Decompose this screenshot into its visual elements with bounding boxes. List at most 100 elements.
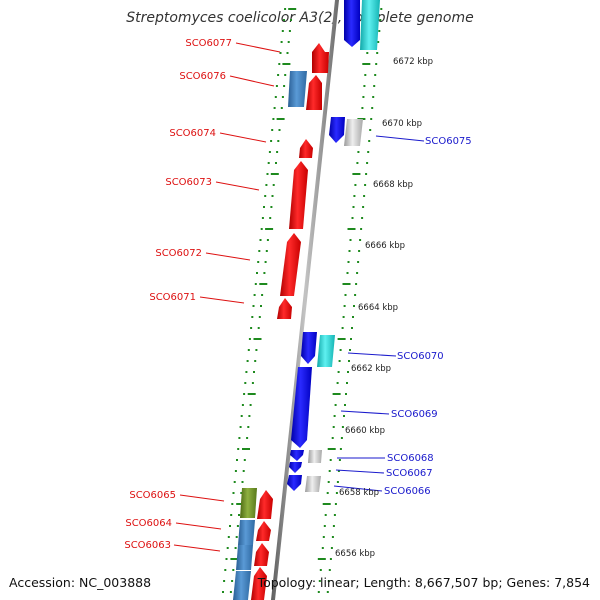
gene-sco6068[interactable] xyxy=(308,450,322,463)
tick-mark xyxy=(247,349,250,351)
label-sco6074[interactable]: SCO6074 xyxy=(169,128,216,139)
tick-mark xyxy=(263,206,265,208)
gene-red-d[interactable] xyxy=(254,543,269,566)
outer-left-tick-guide xyxy=(222,8,287,593)
label-sco6073[interactable]: SCO6073 xyxy=(165,177,212,188)
tick-mark xyxy=(240,492,243,494)
label-sco6066[interactable]: SCO6066 xyxy=(384,486,431,497)
tick-mark xyxy=(345,393,347,395)
outer-right-tick-guide xyxy=(326,8,383,593)
tick-mark xyxy=(231,580,234,582)
label-sco6065[interactable]: SCO6065 xyxy=(129,490,176,501)
tick-mark xyxy=(281,30,284,32)
tick-mark xyxy=(360,228,363,230)
tick-mark xyxy=(373,85,376,87)
label-sco6069[interactable]: SCO6069 xyxy=(391,409,438,420)
label-sco6071[interactable]: SCO6071 xyxy=(149,292,196,303)
gene-sco6075[interactable] xyxy=(344,119,363,146)
tick-mark xyxy=(244,382,247,384)
tick-mark xyxy=(371,107,374,109)
right-gene-labels: SCO6075 SCO6070 SCO6069 SCO6068 SCO6067 … xyxy=(384,136,472,497)
gene-features xyxy=(233,0,380,600)
tick-mark xyxy=(241,481,244,483)
gene-sco6067[interactable] xyxy=(289,462,302,473)
tick-mark xyxy=(234,547,237,549)
gene-sco6063[interactable] xyxy=(236,545,253,570)
label-sco6077[interactable]: SCO6077 xyxy=(185,38,232,49)
tick-mark xyxy=(372,96,375,98)
tick-mark xyxy=(353,195,356,197)
tick-mark xyxy=(275,162,277,164)
tick-mark xyxy=(229,591,232,593)
tick-mark xyxy=(265,184,268,186)
gene-red-bottom[interactable] xyxy=(251,567,267,600)
genome-backbone xyxy=(271,0,339,600)
gene-red-c[interactable] xyxy=(256,521,271,541)
tick-mark xyxy=(284,74,287,76)
tick-mark xyxy=(352,316,354,318)
tick-mark xyxy=(251,316,254,318)
gene-sco6073[interactable] xyxy=(289,161,308,229)
tick-mark xyxy=(245,371,248,373)
gene-blue[interactable] xyxy=(344,0,360,47)
label-sco6068[interactable]: SCO6068 xyxy=(387,453,434,464)
tick-mark xyxy=(362,96,365,98)
tick-mark xyxy=(248,415,251,417)
gene-sco6066[interactable] xyxy=(305,476,321,492)
label-sco6076[interactable]: SCO6076 xyxy=(179,71,226,82)
gene-sco6064[interactable] xyxy=(238,520,255,545)
gene-red-b[interactable] xyxy=(257,490,273,519)
gene-sco6069[interactable] xyxy=(291,367,312,448)
gene-sco6070-blue[interactable] xyxy=(301,332,317,364)
tick-mark xyxy=(329,558,332,560)
gene-sco6075-blue[interactable] xyxy=(329,117,345,143)
tick-mark xyxy=(265,250,268,252)
tick-mark xyxy=(364,74,367,76)
tick-mark xyxy=(260,305,262,307)
tick-mark xyxy=(322,536,325,538)
gene-sco6076[interactable] xyxy=(288,71,307,107)
tick-mark xyxy=(379,19,382,21)
tick-mark xyxy=(267,162,270,164)
tick-mark xyxy=(278,63,281,65)
tick-mark xyxy=(355,283,358,285)
tick-mark xyxy=(328,569,331,571)
tick-mark xyxy=(261,294,264,296)
tick-mark xyxy=(356,162,359,164)
scale-label-6662: 6662 kbp xyxy=(351,364,391,374)
label-sco6072[interactable]: SCO6072 xyxy=(155,248,202,259)
tick-mark xyxy=(286,52,289,54)
topology-text: Topology: linear; Length: 8,667,507 bp; … xyxy=(257,575,590,590)
inner-left-tick-guide xyxy=(229,8,297,593)
gene-sco6071[interactable] xyxy=(277,298,292,319)
tick-mark xyxy=(280,107,283,109)
gene-sco6070[interactable] xyxy=(317,335,335,367)
label-sco6063[interactable]: SCO6063 xyxy=(124,540,171,551)
gene-red-a[interactable] xyxy=(306,75,322,110)
label-sco6075[interactable]: SCO6075 xyxy=(425,136,472,147)
gene-sco6072[interactable] xyxy=(280,233,301,296)
label-sco6070[interactable]: SCO6070 xyxy=(397,351,444,362)
gene-steel-bottom[interactable] xyxy=(233,571,251,600)
tick-mark xyxy=(332,525,335,527)
label-sco6064[interactable]: SCO6064 xyxy=(125,518,172,529)
gene-sco6065[interactable] xyxy=(240,488,257,518)
tick-mark xyxy=(347,228,356,230)
gene-sco6068-blue[interactable] xyxy=(290,450,304,461)
tick-mark xyxy=(237,448,240,450)
tick-mark xyxy=(254,360,257,362)
left-gene-labels: SCO6077 SCO6076 SCO6074 SCO6073 SCO6072 … xyxy=(124,38,232,551)
tick-mark xyxy=(281,96,284,98)
tick-mark xyxy=(359,239,362,241)
gene-sco6066-blue[interactable] xyxy=(287,475,302,491)
gene-sco6077[interactable] xyxy=(312,43,329,73)
gene-cyan[interactable] xyxy=(360,0,380,50)
tick-mark xyxy=(287,41,290,43)
gene-sco6074[interactable] xyxy=(299,139,313,158)
tick-mark xyxy=(243,393,246,395)
tick-mark xyxy=(363,85,366,87)
label-sco6067[interactable]: SCO6067 xyxy=(386,468,433,479)
tick-mark xyxy=(278,129,281,131)
tick-mark xyxy=(257,261,260,263)
